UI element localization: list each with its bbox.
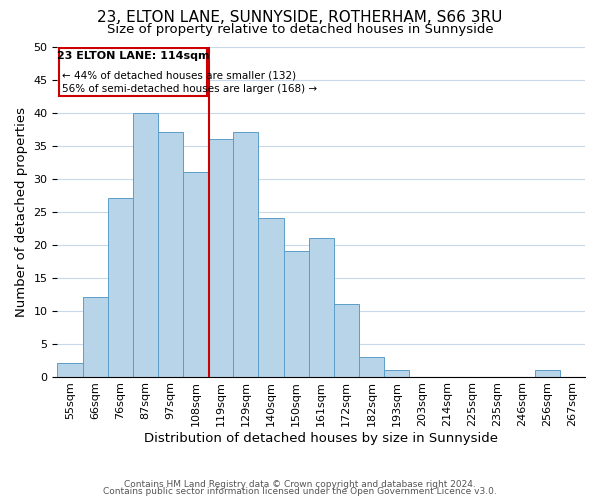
Bar [133,112,158,376]
Bar [58,364,83,376]
Y-axis label: Number of detached properties: Number of detached properties [15,106,28,316]
FancyBboxPatch shape [59,48,207,96]
Text: Size of property relative to detached houses in Sunnyside: Size of property relative to detached ho… [107,22,493,36]
Bar [334,304,359,376]
Bar [107,198,133,376]
Text: Contains public sector information licensed under the Open Government Licence v3: Contains public sector information licen… [103,488,497,496]
Bar [183,172,208,376]
Bar [284,251,308,376]
Text: ← 44% of detached houses are smaller (132): ← 44% of detached houses are smaller (13… [62,71,296,81]
Bar [308,238,334,376]
X-axis label: Distribution of detached houses by size in Sunnyside: Distribution of detached houses by size … [144,432,498,445]
Text: 23 ELTON LANE: 114sqm: 23 ELTON LANE: 114sqm [57,51,209,61]
Bar [158,132,183,376]
Bar [259,218,284,376]
Bar [384,370,409,376]
Bar [83,298,107,376]
Text: 56% of semi-detached houses are larger (168) →: 56% of semi-detached houses are larger (… [62,84,317,94]
Text: 23, ELTON LANE, SUNNYSIDE, ROTHERHAM, S66 3RU: 23, ELTON LANE, SUNNYSIDE, ROTHERHAM, S6… [97,10,503,25]
Bar [535,370,560,376]
Bar [359,357,384,376]
Text: Contains HM Land Registry data © Crown copyright and database right 2024.: Contains HM Land Registry data © Crown c… [124,480,476,489]
Bar [208,139,233,376]
Bar [233,132,259,376]
